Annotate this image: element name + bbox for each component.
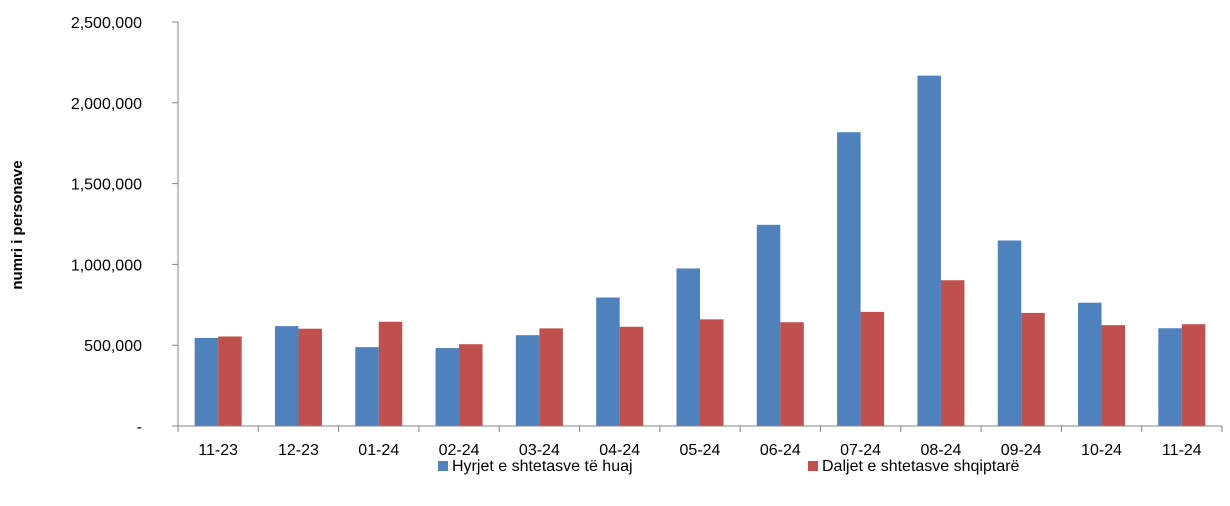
bar-series-2: [459, 344, 483, 426]
x-tick-label: 12-23: [278, 442, 319, 459]
bar-series-1: [355, 347, 379, 426]
legend: Hyrjet e shtetasve të huaj Daljet e shtet…: [438, 458, 1020, 475]
x-tick-label: 06-24: [760, 442, 801, 459]
y-tick-label: 2,500,000: [71, 15, 142, 32]
x-tick-label: 02-24: [439, 442, 480, 459]
y-tick-label: -: [137, 419, 142, 436]
y-tick-label: 500,000: [84, 338, 142, 355]
legend-label: Daljet e shtetasve shqiptarë: [822, 458, 1020, 475]
x-tick-label: 03-24: [519, 442, 560, 459]
y-axis-title: numri i personave: [9, 160, 26, 289]
bar-series-2: [940, 280, 965, 426]
y-tick-label: 1,000,000: [71, 257, 142, 274]
bar-series-2: [1101, 325, 1126, 426]
bar-series-1: [596, 297, 620, 426]
x-tick-label: 09-24: [1001, 442, 1042, 459]
x-tick-label: 11-23: [198, 442, 238, 459]
x-tick-label: 10-24: [1081, 442, 1122, 459]
legend-label: Hyrjet e shtetasve të huaj: [452, 458, 633, 475]
bar-series-1: [997, 240, 1022, 426]
bar-series-2: [378, 321, 403, 426]
bar-series-1: [1078, 302, 1102, 426]
bar-series-1: [515, 335, 540, 426]
bar-series-2: [1021, 312, 1045, 426]
legend-swatch: [438, 461, 448, 471]
bar-series-2: [298, 328, 322, 426]
bar-series-2: [700, 319, 724, 426]
y-tick-label: 1,500,000: [71, 177, 142, 194]
x-tick-label: 05-24: [680, 442, 721, 459]
bar-series-1: [676, 268, 700, 426]
bar-series-1: [917, 75, 941, 427]
legend-swatch: [808, 461, 818, 471]
bar-series-2: [218, 336, 242, 426]
bar-series-2: [780, 322, 804, 426]
bar-series-1: [756, 224, 781, 426]
y-axis: - 500,000 1,000,000 1,500,000 2,000,000 2,500…: [71, 15, 179, 436]
x-tick-label: 08-24: [920, 442, 961, 459]
bar-series-1: [837, 132, 861, 427]
bar-series-1: [274, 326, 299, 426]
bar-series-2: [860, 311, 885, 426]
x-tick-label: 04-24: [599, 442, 640, 459]
y-tick-label: 2,000,000: [71, 96, 142, 113]
x-tick-label: 07-24: [840, 442, 881, 459]
bar-series-2: [619, 326, 644, 426]
x-tick-label: 11-24: [1162, 442, 1202, 459]
bars: [194, 75, 1206, 427]
bar-series-2: [1181, 324, 1206, 426]
bar-series-1: [1158, 328, 1182, 426]
bar-series-2: [539, 328, 563, 426]
x-axis: 11-23 12-23 01-24 02-24 03-24 04-24 05-24 06-24…: [177, 425, 1223, 459]
bar-series-1: [435, 348, 460, 426]
x-tick-label: 01-24: [358, 442, 399, 459]
bar-series-1: [194, 337, 219, 426]
